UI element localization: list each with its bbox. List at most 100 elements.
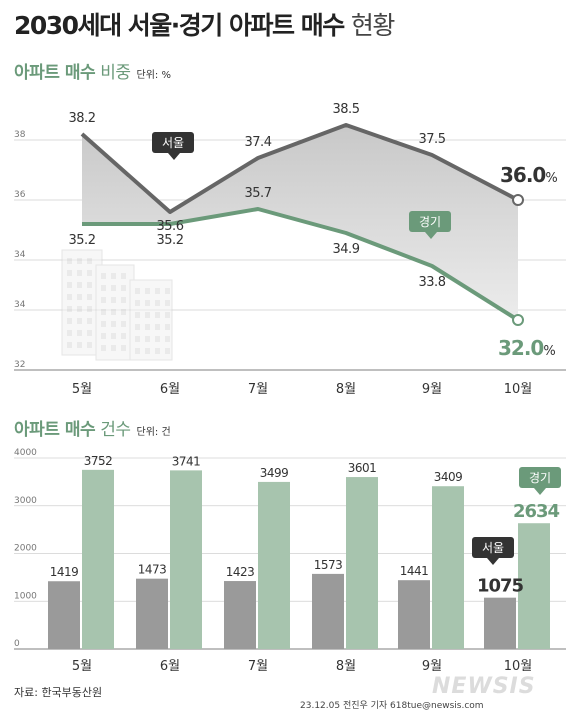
x-tick-label: 10월 [504, 659, 533, 674]
building-window [121, 297, 126, 303]
building-window [101, 345, 106, 351]
bar-label-gyeonggi: 3601 [348, 461, 377, 475]
bar-seoul [398, 580, 430, 649]
building-window [121, 285, 126, 291]
building-window [145, 312, 150, 318]
data-label-gyeonggi: 33.8 [419, 275, 446, 290]
building-window [77, 282, 82, 288]
data-label-seoul: 37.5 [419, 132, 446, 147]
building-window [111, 333, 116, 339]
bar-gyeonggi [170, 470, 202, 649]
x-tick-label: 8월 [336, 659, 356, 674]
data-label-gyeonggi-final: 32.0% [498, 336, 555, 360]
y-tick-label: 0 [14, 639, 20, 649]
building-window [67, 318, 72, 324]
building-window [155, 312, 160, 318]
callout-gyeonggi [519, 467, 561, 488]
building-window [87, 330, 92, 336]
y-tick-label: 36 [14, 190, 26, 200]
data-label-gyeonggi: 34.9 [333, 242, 360, 257]
bar-label-gyeonggi: 3752 [84, 454, 113, 468]
callout-seoul-label: 서울 [482, 541, 504, 555]
building-window [121, 273, 126, 279]
x-tick-label: 5월 [72, 382, 92, 397]
bar-label-gyeonggi: 3741 [172, 454, 201, 468]
y-tick-label: 4000 [14, 448, 37, 458]
x-tick-label: 9월 [422, 659, 442, 674]
bar-gyeonggi [346, 477, 378, 649]
data-label-seoul-final: 36.0% [500, 163, 557, 187]
callout-seoul-pointer [487, 558, 499, 565]
bar-label-seoul: 1441 [400, 564, 429, 578]
building-window [165, 288, 170, 294]
data-label-seoul: 37.4 [245, 135, 272, 150]
building-window [121, 309, 126, 315]
bar-label-gyeonggi: 3409 [434, 470, 463, 484]
building-window [135, 288, 140, 294]
x-tick-label: 6월 [160, 382, 180, 397]
y-tick-label: 32 [14, 360, 25, 370]
bar-label-seoul: 1473 [138, 563, 167, 577]
callout-gyeonggi-label: 경기 [529, 471, 551, 485]
source-note: 자료: 한국부동산원 [14, 686, 103, 699]
building-window [145, 336, 150, 342]
building-window [165, 336, 170, 342]
building-window [135, 312, 140, 318]
building-window [77, 270, 82, 276]
building-window [87, 318, 92, 324]
x-tick-label: 9월 [422, 382, 442, 397]
bar-gyeonggi [258, 481, 290, 649]
series-line-seoul [80, 123, 519, 214]
chart-title: 2030세대 서울·경기 아파트 매수 현황 [14, 11, 395, 40]
building-window [111, 321, 116, 327]
data-label-gyeonggi: 35.2 [157, 233, 184, 248]
building-window [87, 294, 92, 300]
share-line-chart: 38 36 34 32 34 38.2 35.6 37.4 38.5 37.5 36.0% 35.2 3… [14, 102, 566, 397]
callout-gyeonggi-pointer [425, 232, 437, 239]
building-window [155, 348, 160, 354]
x-tick-label: 7월 [248, 382, 268, 397]
building-window [135, 300, 140, 306]
building-window [87, 282, 92, 288]
building-window [101, 297, 106, 303]
building-window [67, 342, 72, 348]
unit-suffix: % [545, 171, 557, 186]
building-window [67, 330, 72, 336]
y-tick-label: 2000 [14, 544, 37, 554]
bar-label-seoul-final: 1075 [477, 576, 524, 597]
credit-line: 23.12.05 전진우 기자 618tue@newsis.com [300, 701, 484, 711]
building-window [77, 342, 82, 348]
bar-gyeonggi [432, 486, 464, 649]
bar-label-seoul: 1573 [314, 558, 343, 572]
data-label-seoul: 38.5 [333, 102, 360, 117]
end-marker-seoul [512, 194, 524, 206]
building-window [111, 309, 116, 315]
building-window [165, 300, 170, 306]
callout-seoul [152, 132, 194, 153]
bar-seoul [224, 581, 256, 649]
building-window [165, 324, 170, 330]
building-window [111, 285, 116, 291]
bar-seoul [48, 581, 80, 649]
bar-seoul [136, 578, 168, 649]
end-marker-gyeonggi [512, 314, 524, 326]
building-window [67, 282, 72, 288]
series-line-gyeonggi [82, 207, 520, 322]
bar-seoul [484, 597, 516, 649]
x-tick-label: 7월 [248, 659, 268, 674]
building-window [87, 270, 92, 276]
building-window [77, 306, 82, 312]
data-label-gyeonggi: 35.2 [69, 233, 96, 248]
building-window [111, 297, 116, 303]
building-window [87, 342, 92, 348]
x-tick-label: 5월 [72, 659, 92, 674]
building-window [145, 348, 150, 354]
building-window [121, 345, 126, 351]
area-between-series [82, 125, 518, 320]
building-window [67, 294, 72, 300]
line-section-heading: 아파트 매수 비중 단위: % [14, 63, 171, 83]
bar-label-gyeonggi-final: 2634 [513, 501, 560, 522]
count-bar-chart: 4000 3000 2000 1000 0 1419 3752 5월 1473 3741 6월 142… [14, 448, 566, 674]
building-window [121, 321, 126, 327]
data-label-gyeonggi: 35.7 [245, 186, 272, 201]
